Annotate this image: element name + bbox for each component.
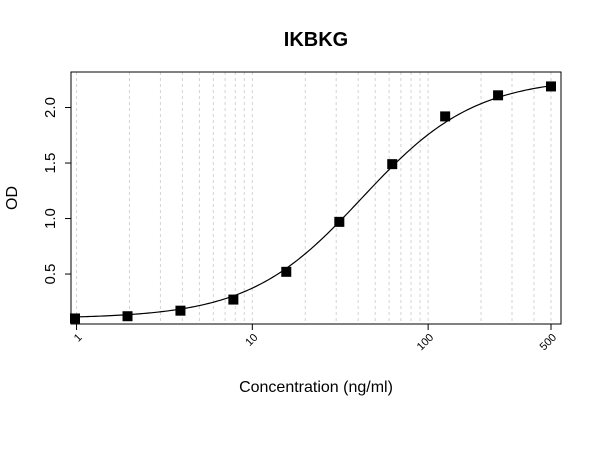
y-tick-label: 1.0 [42,208,59,229]
plot-frame [70,71,562,325]
data-points [69,81,556,324]
x-tick-label: 1 [72,332,85,345]
data-point [493,90,504,101]
x-tick-label: 100 [415,332,436,353]
grid-lines [76,72,552,324]
fit-curve-group [74,85,552,318]
x-axis: 1 10 100 500 [72,324,559,353]
x-tick-label: 500 [538,332,559,353]
data-point [281,266,292,277]
y-axis-label: OD [4,186,21,210]
fit-curve [74,85,552,318]
data-point [175,305,186,316]
data-point [387,159,398,170]
data-point [440,111,451,122]
y-tick-label: 2.0 [42,97,59,118]
x-tick-label: 10 [243,332,260,349]
chart-title: IKBKG [284,29,348,51]
data-point [545,81,556,92]
data-point [122,311,133,322]
data-point [334,216,345,227]
y-tick-label: 0.5 [42,264,59,285]
y-tick-label: 1.5 [42,153,59,174]
x-axis-label: Concentration (ng/ml) [239,379,393,396]
data-point [228,294,239,305]
y-axis: 0.5 1.0 1.5 2.0 [42,97,71,284]
data-point [69,313,80,324]
